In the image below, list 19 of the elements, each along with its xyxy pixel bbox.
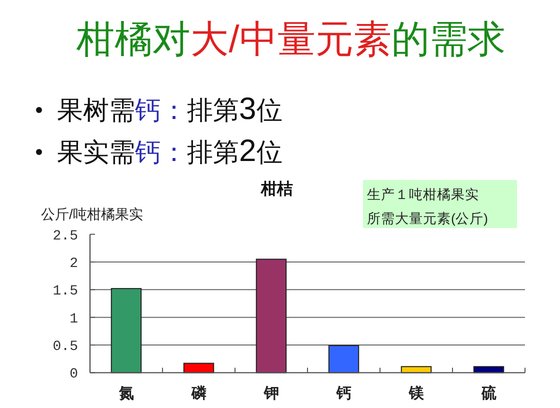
x-tick-label: 镁 bbox=[408, 385, 425, 402]
chart-subtitle: 柑桔 bbox=[260, 180, 293, 198]
y-tick-label: 0.5 bbox=[52, 339, 78, 356]
y-tick-label: 2 bbox=[70, 256, 78, 272]
x-tick-label: 氮 bbox=[118, 385, 134, 402]
y-tick-label: 2.5 bbox=[52, 228, 78, 244]
x-tick-label: 磷 bbox=[190, 385, 208, 402]
chart-title: 柑橘对大/中量元素的需求 bbox=[76, 19, 506, 61]
x-tick-label: 硫 bbox=[480, 384, 496, 402]
y-axis-title: 公斤/吨柑橘果实 bbox=[41, 206, 143, 222]
text: 所需大量元素(公斤) bbox=[367, 211, 488, 226]
y-tick-label: 0 bbox=[70, 366, 78, 383]
x-tick-label: 钙 bbox=[335, 385, 352, 402]
y-tick-label: 1 bbox=[70, 311, 78, 328]
text: 生产１吨柑橘果实 bbox=[367, 187, 479, 202]
y-tick-label: 1.5 bbox=[52, 284, 78, 300]
x-tick-label: 钾 bbox=[262, 385, 279, 402]
text: 果实需钙：排第2位 bbox=[57, 133, 282, 168]
text: 果树需钙：排第3位 bbox=[57, 91, 282, 126]
